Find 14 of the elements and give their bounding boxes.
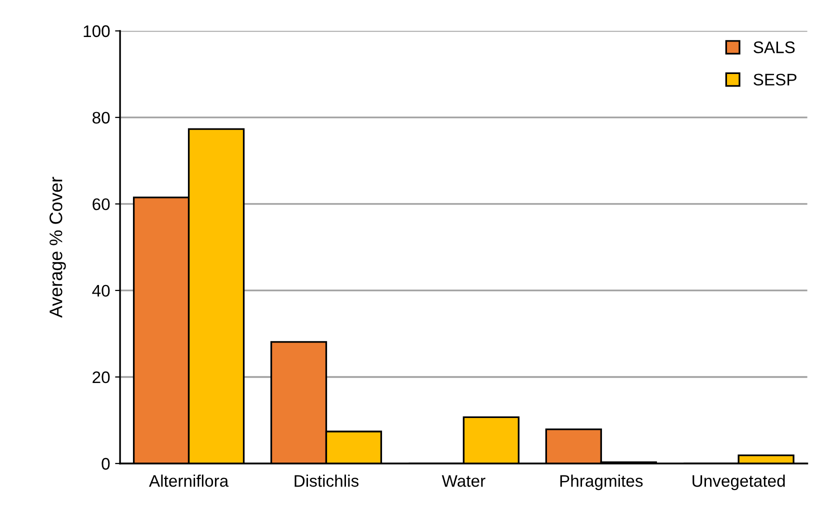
x-tick-label: Water [442, 475, 486, 487]
legend-label: SALS [754, 41, 795, 54]
y-tick-label: 60 [92, 198, 110, 210]
x-tick-label: Phragmites [560, 474, 643, 490]
x-tick-label: Unvegetated [692, 474, 785, 490]
y-tick-label: 0 [102, 458, 110, 470]
legend-label: SESP [754, 74, 796, 86]
y-tick-label: 80 [92, 112, 110, 124]
y-tick-label: 40 [92, 284, 110, 297]
y-axis-title: Average % Cover [50, 176, 66, 318]
y-tick-label: 20 [92, 371, 110, 384]
x-tick-label: Distichlis [294, 474, 359, 487]
x-tick-label: Alterniflora [148, 474, 229, 487]
y-tick-label: 100 [84, 25, 110, 38]
